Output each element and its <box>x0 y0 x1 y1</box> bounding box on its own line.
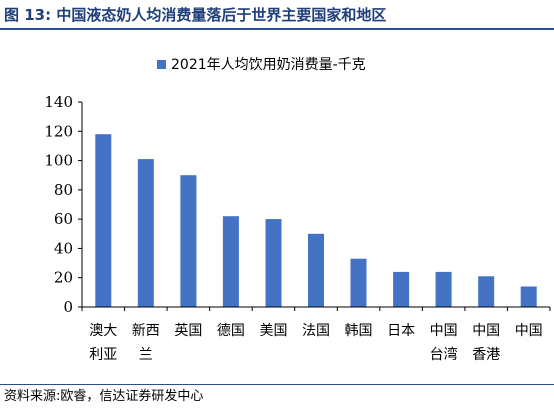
axes-group <box>78 101 551 311</box>
y-tick-label: 20 <box>54 269 73 287</box>
x-category-label: 中国 <box>472 323 500 339</box>
x-category-label: 美国 <box>260 323 288 339</box>
y-tick-label: 80 <box>54 181 73 199</box>
title-rule <box>0 28 554 30</box>
bar <box>350 258 367 307</box>
figure-title: 图 13: 中国液态奶人均消费量落后于世界主要国家和地区 <box>4 6 387 24</box>
x-category-label: 日本 <box>387 323 415 339</box>
x-category-label: 韩国 <box>345 323 373 339</box>
source-note: 资料来源:欧睿，信达证券研发中心 <box>4 389 204 404</box>
x-category-label: 香港 <box>472 347 500 363</box>
bar <box>137 159 154 307</box>
legend: 2021年人均饮用奶消费量-千克 <box>157 57 366 73</box>
source-rule <box>0 384 554 385</box>
x-category-label: 兰 <box>139 347 153 363</box>
bar <box>265 219 282 307</box>
y-tick-label: 120 <box>44 122 73 140</box>
bar <box>222 216 239 307</box>
legend-swatch <box>157 60 166 69</box>
bar <box>393 271 410 307</box>
bar <box>180 175 197 307</box>
bar <box>478 276 495 308</box>
bar <box>520 286 537 307</box>
x-category-label: 英国 <box>174 322 202 339</box>
x-category-label: 法国 <box>302 323 330 339</box>
y-tick-labels: 0 20 40 60 80 100 120 140 <box>44 93 73 316</box>
x-category-label: 利亚 <box>89 347 117 363</box>
x-category-label: 台湾 <box>430 346 458 363</box>
bar-chart: 2021年人均饮用奶消费量-千克 0 20 40 60 80 100 120 140 澳大利亚… <box>44 57 551 363</box>
y-tick-label: 0 <box>63 298 73 316</box>
x-category-label: 澳大 <box>89 323 117 339</box>
bar <box>308 233 324 307</box>
y-tick-label: 60 <box>54 210 73 228</box>
y-tick-label: 40 <box>54 239 73 257</box>
x-category-label: 德国 <box>217 323 245 339</box>
x-category-label: 中国 <box>515 323 543 339</box>
bars-group <box>95 134 537 308</box>
bar <box>435 271 452 307</box>
y-tick-label: 100 <box>44 152 73 170</box>
y-tick-label: 140 <box>44 93 73 111</box>
x-category-label: 中国 <box>430 323 458 339</box>
bar <box>95 134 112 307</box>
x-category-label: 新西 <box>132 323 160 339</box>
legend-label: 2021年人均饮用奶消费量-千克 <box>171 57 366 73</box>
